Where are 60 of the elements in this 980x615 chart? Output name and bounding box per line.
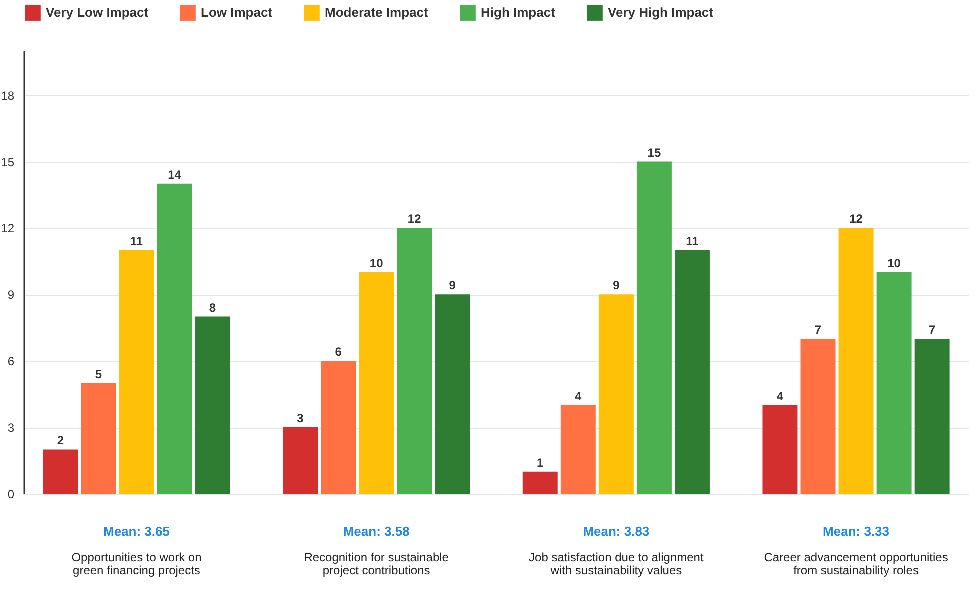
x-tick-label: Recognition for sustainable project contributions bbox=[304, 550, 450, 578]
text: Mean: 3.65 bbox=[103, 524, 170, 539]
legend-label: Moderate Impact bbox=[325, 5, 429, 20]
bar bbox=[359, 272, 394, 494]
data-label: 12 bbox=[408, 212, 422, 226]
data-label: 9 bbox=[613, 278, 620, 293]
x-tick-label: Opportunities to work on green financing projects bbox=[72, 550, 202, 578]
bar bbox=[674, 250, 710, 494]
data-label: 7 bbox=[928, 322, 936, 337]
text: Mean: 3.33 bbox=[823, 524, 890, 539]
legend-label: Very High Impact bbox=[608, 5, 714, 20]
bar bbox=[800, 338, 836, 494]
data-label: 10 bbox=[888, 256, 902, 270]
bar bbox=[81, 383, 116, 494]
data-label: 10 bbox=[370, 256, 384, 270]
bar bbox=[636, 162, 672, 494]
bar bbox=[762, 405, 798, 494]
bar bbox=[43, 450, 78, 494]
data-label: 6 bbox=[335, 345, 342, 360]
bar bbox=[838, 228, 874, 494]
data-label: 3 bbox=[297, 412, 304, 426]
data-label: 4 bbox=[575, 389, 582, 404]
data-label: 12 bbox=[850, 212, 864, 226]
x-tick-label: Job satisfaction due to alignment with sustainability values bbox=[529, 550, 704, 578]
data-label: 15 bbox=[648, 146, 662, 160]
legend-label: Low Impact bbox=[201, 5, 274, 20]
legend-label: Very Low Impact bbox=[46, 5, 150, 20]
data-label: 4 bbox=[776, 389, 784, 404]
bar bbox=[119, 250, 154, 494]
y-tick-label: 15 bbox=[1, 155, 15, 170]
bar bbox=[195, 316, 230, 494]
legend-label: High Impact bbox=[481, 5, 556, 20]
bar bbox=[522, 472, 558, 494]
data-label: 8 bbox=[209, 300, 216, 315]
bar bbox=[397, 228, 432, 494]
bar bbox=[435, 294, 470, 494]
bar bbox=[598, 294, 634, 494]
bar bbox=[283, 428, 318, 494]
y-tick-label: 6 bbox=[8, 354, 15, 369]
x-tick-label: Career advancement opportunities from sustainability roles bbox=[764, 550, 948, 578]
data-label: 14 bbox=[168, 168, 182, 182]
bar bbox=[157, 184, 192, 494]
bar bbox=[914, 338, 950, 494]
y-tick-label: 12 bbox=[1, 222, 15, 236]
data-label: 1 bbox=[537, 456, 544, 470]
y-tick-label: 18 bbox=[1, 88, 15, 103]
data-label: 11 bbox=[130, 234, 144, 248]
data-label: 2 bbox=[57, 434, 64, 448]
text: Mean: 3.83 bbox=[583, 524, 650, 539]
y-tick-label: 0 bbox=[8, 488, 15, 502]
text: Mean: 3.58 bbox=[343, 524, 410, 539]
bar bbox=[876, 272, 912, 494]
data-label: 7 bbox=[814, 322, 822, 337]
bar bbox=[560, 405, 596, 494]
data-label: 5 bbox=[95, 367, 102, 382]
data-label: 9 bbox=[449, 278, 456, 293]
y-tick-label: 3 bbox=[8, 421, 15, 436]
bar bbox=[321, 361, 356, 494]
y-tick-label: 9 bbox=[8, 288, 15, 302]
data-label: 11 bbox=[686, 234, 700, 248]
